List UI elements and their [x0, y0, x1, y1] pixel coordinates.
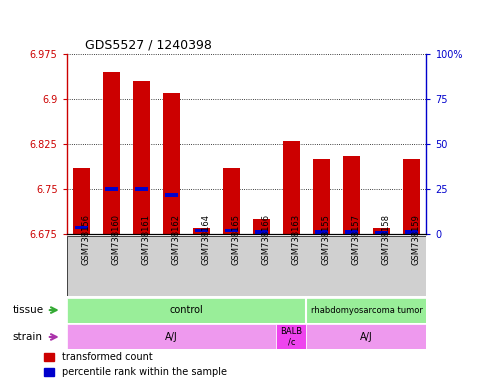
Bar: [345, 230, 357, 233]
Bar: [277, 324, 307, 349]
Text: GSM738166: GSM738166: [261, 214, 271, 265]
Bar: [73, 168, 90, 234]
Bar: [75, 226, 88, 229]
Text: GSM738165: GSM738165: [232, 214, 241, 265]
Text: rhabdomyosarcoma tumor: rhabdomyosarcoma tumor: [311, 306, 423, 314]
Bar: [104, 72, 120, 234]
Bar: [193, 228, 210, 234]
Bar: [253, 219, 270, 234]
Bar: [307, 324, 426, 349]
Text: GSM738158: GSM738158: [382, 214, 390, 265]
Bar: [225, 229, 238, 232]
Bar: [165, 193, 177, 197]
Legend: transformed count, percentile rank within the sample: transformed count, percentile rank withi…: [44, 353, 227, 377]
Bar: [405, 230, 418, 233]
Text: GSM738162: GSM738162: [172, 214, 180, 265]
Text: strain: strain: [12, 332, 42, 342]
Text: GSM738160: GSM738160: [111, 214, 121, 265]
Bar: [285, 236, 298, 240]
Bar: [283, 141, 300, 234]
Bar: [313, 159, 330, 234]
Bar: [403, 159, 420, 234]
Text: GSM738159: GSM738159: [412, 214, 421, 265]
Text: GSM738161: GSM738161: [141, 214, 150, 265]
Text: tissue: tissue: [12, 305, 43, 315]
Bar: [223, 168, 240, 234]
Text: A/J: A/J: [360, 332, 373, 342]
Bar: [136, 187, 148, 191]
Bar: [316, 230, 328, 233]
Bar: [133, 81, 150, 234]
Text: control: control: [170, 305, 204, 315]
Bar: [375, 231, 387, 234]
Text: GSM738157: GSM738157: [352, 214, 360, 265]
Text: A/J: A/J: [165, 332, 178, 342]
Text: BALB
/c: BALB /c: [281, 327, 303, 347]
Text: GSM738155: GSM738155: [321, 214, 330, 265]
Text: GSM738164: GSM738164: [202, 214, 211, 265]
Text: GDS5527 / 1240398: GDS5527 / 1240398: [85, 38, 211, 51]
Bar: [307, 298, 426, 323]
Bar: [67, 324, 277, 349]
Bar: [163, 93, 180, 234]
Bar: [255, 230, 268, 233]
Text: GSM738163: GSM738163: [291, 214, 301, 265]
Bar: [106, 187, 118, 191]
Text: GSM738156: GSM738156: [81, 214, 91, 265]
Bar: [67, 298, 307, 323]
Bar: [195, 229, 208, 232]
Bar: [373, 228, 389, 234]
Bar: [343, 156, 360, 234]
